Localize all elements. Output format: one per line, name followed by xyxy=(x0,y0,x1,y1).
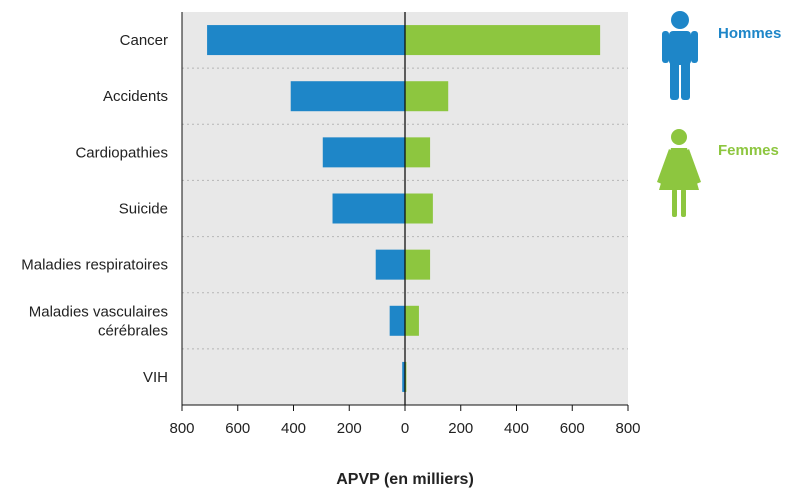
category-label: Cardiopathies xyxy=(75,144,168,161)
bar-hommes xyxy=(402,361,405,392)
x-axis-title: APVP (en milliers) xyxy=(336,471,474,488)
category-label: Maladies respiratoires xyxy=(21,257,168,274)
category-labels: Cancer Accidents Cardiopathies Suicide Malad… xyxy=(21,32,168,386)
x-tick-label: 0 xyxy=(401,420,409,437)
bar-hommes xyxy=(332,193,405,224)
category-label: VIH xyxy=(143,369,168,386)
bar-hommes xyxy=(322,137,405,168)
bar-femmes xyxy=(405,249,431,280)
x-axis-ticks: 800 600 400 200 0 200 400 600 800 xyxy=(169,405,641,437)
bar-femmes xyxy=(405,193,433,224)
category-label: Cancer xyxy=(120,32,168,49)
category-label: Accidents xyxy=(103,88,168,105)
male-figure-icon xyxy=(662,11,698,100)
x-tick-label: 200 xyxy=(448,420,473,437)
legend-label-femmes: Femmes xyxy=(718,142,779,159)
bar-femmes xyxy=(405,361,407,392)
x-tick-label: 200 xyxy=(337,420,362,437)
bar-hommes xyxy=(389,305,405,336)
bar-femmes xyxy=(405,25,601,56)
female-figure-icon xyxy=(657,129,701,217)
bar-femmes xyxy=(405,305,419,336)
legend: Hommes Femmes xyxy=(657,11,781,217)
x-tick-label: 800 xyxy=(615,420,640,437)
bar-femmes xyxy=(405,137,431,168)
bars xyxy=(207,25,601,392)
x-tick-label: 600 xyxy=(225,420,250,437)
category-label: Suicide xyxy=(119,201,168,218)
x-tick-label: 400 xyxy=(281,420,306,437)
bar-femmes xyxy=(405,81,449,112)
x-tick-label: 800 xyxy=(169,420,194,437)
category-separators xyxy=(182,67,628,350)
category-label: Maladies vasculaires cérébrales xyxy=(29,303,168,339)
x-tick-label: 600 xyxy=(560,420,585,437)
bar-hommes xyxy=(290,81,405,112)
bar-hommes xyxy=(207,25,405,56)
x-tick-label: 400 xyxy=(504,420,529,437)
bar-hommes xyxy=(375,249,405,280)
legend-label-hommes: Hommes xyxy=(718,25,781,42)
